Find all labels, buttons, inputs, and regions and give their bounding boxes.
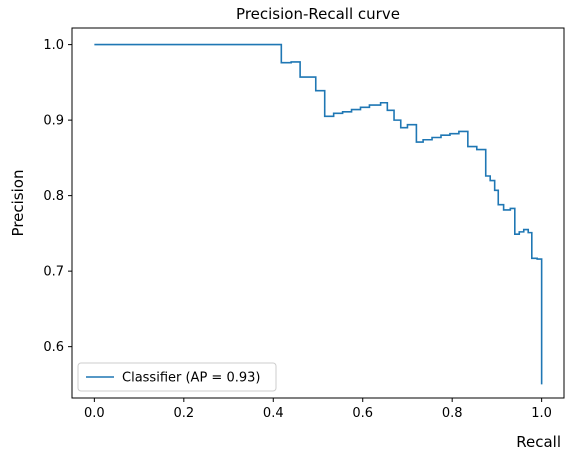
chart-title: Precision-Recall curve bbox=[236, 5, 400, 23]
y-tick-label: 0.8 bbox=[43, 189, 64, 204]
y-tick-label: 0.7 bbox=[43, 265, 64, 280]
x-tick-label: 0.8 bbox=[442, 406, 463, 421]
legend: Classifier (AP = 0.93) bbox=[77, 362, 277, 392]
y-tick-label: 0.6 bbox=[43, 340, 64, 355]
plot-frame bbox=[71, 27, 565, 399]
x-tick-label: 0.4 bbox=[263, 406, 284, 421]
legend-box bbox=[77, 362, 277, 392]
x-tick-label: 0.2 bbox=[173, 406, 194, 421]
y-tick-label: 0.9 bbox=[43, 114, 64, 129]
x-tick-label: 0.6 bbox=[352, 406, 373, 421]
y-axis-ticks: 0.6 0.7 0.8 0.9 1.0 bbox=[43, 38, 72, 355]
x-tick-label: 1.0 bbox=[531, 406, 552, 421]
x-axis-ticks: 0.0 0.2 0.4 0.6 0.8 1.0 bbox=[84, 398, 552, 421]
y-axis-label: Precision bbox=[9, 170, 27, 237]
legend-label-classifier: Classifier (AP = 0.93) bbox=[122, 371, 260, 386]
pr-curve-line bbox=[94, 43, 543, 385]
series-layer bbox=[94, 43, 543, 385]
x-tick-label: 0.0 bbox=[84, 406, 105, 421]
y-tick-label: 1.0 bbox=[43, 38, 64, 53]
x-axis-label: Recall bbox=[516, 433, 561, 451]
